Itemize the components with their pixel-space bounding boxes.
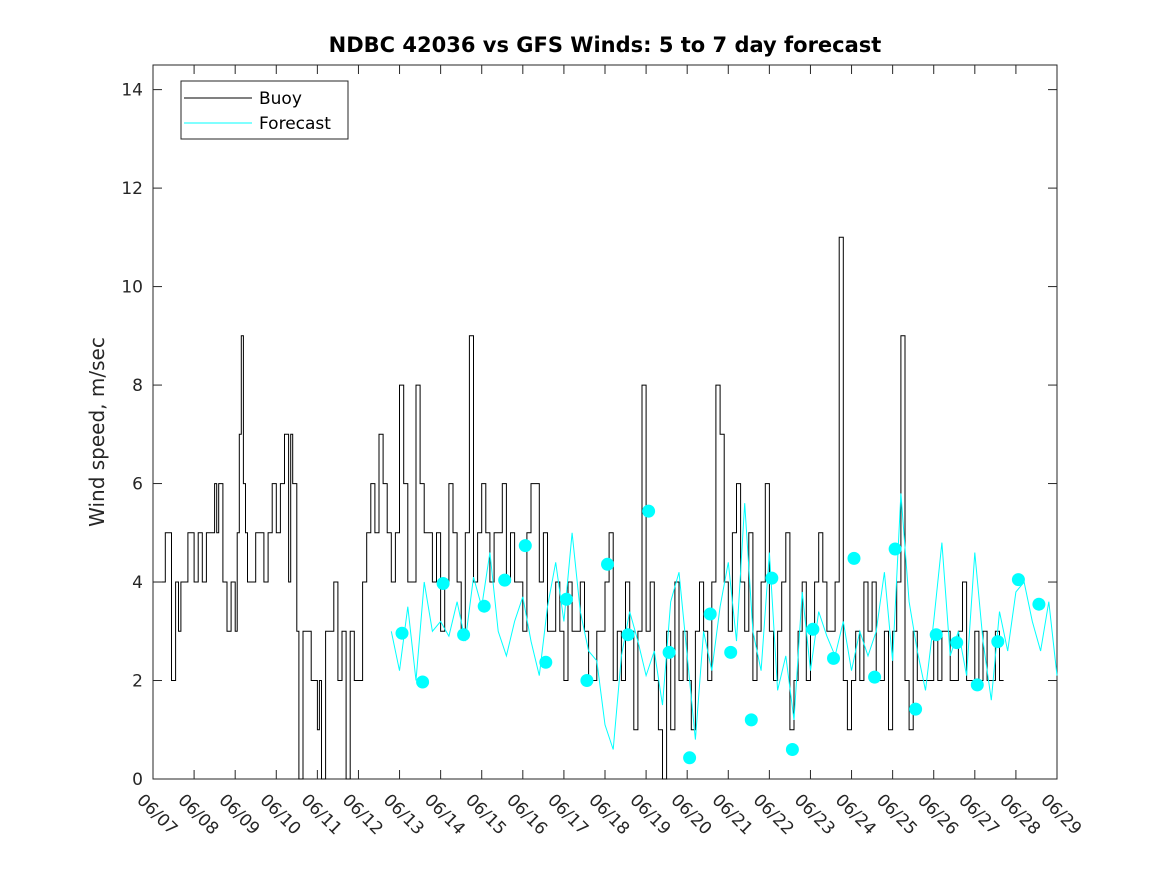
forecast-point <box>457 628 471 642</box>
forecast-point <box>559 592 573 606</box>
forecast-point <box>888 542 902 556</box>
forecast-point <box>601 557 614 571</box>
y-tick-label: 0 <box>132 770 143 790</box>
forecast-point <box>662 645 676 659</box>
legend-box <box>180 80 349 140</box>
y-tick-label: 2 <box>132 672 143 692</box>
forecast-point <box>518 539 532 553</box>
forecast-point <box>621 628 635 642</box>
forecast-point <box>785 743 799 756</box>
forecast-point <box>703 607 717 621</box>
forecast-point <box>970 678 984 692</box>
series-line-forecast <box>390 493 1058 750</box>
forecast-point <box>909 702 923 716</box>
forecast-point <box>436 577 450 590</box>
y-axis-label: Wind speed, m/sec <box>85 337 109 527</box>
forecast-point <box>539 655 553 669</box>
y-tick-label: 12 <box>121 179 143 199</box>
plot-layer <box>153 236 1058 780</box>
y-tick-label: 6 <box>132 475 143 495</box>
legend-label-buoy: Buoy <box>259 89 302 109</box>
forecast-point <box>1032 597 1046 611</box>
forecast-point <box>991 635 1005 649</box>
forecast-point <box>477 599 491 613</box>
y-tick-label: 8 <box>132 376 143 396</box>
forecast-point <box>1011 573 1025 587</box>
legend-label-forecast: Forecast <box>259 114 331 134</box>
forecast-point <box>744 713 758 727</box>
forecast-point <box>929 628 943 642</box>
forecast-point <box>416 675 430 689</box>
forecast-point <box>498 573 512 587</box>
forecast-point <box>580 674 594 687</box>
y-tick-label: 4 <box>132 573 143 593</box>
y-tick-label: 14 <box>121 81 143 101</box>
forecast-point <box>950 636 964 650</box>
forecast-point <box>683 751 697 765</box>
y-tick-label: 10 <box>121 278 143 298</box>
forecast-point <box>395 626 409 640</box>
forecast-point <box>642 504 656 518</box>
forecast-point <box>847 551 861 565</box>
forecast-point <box>724 645 738 659</box>
forecast-point <box>806 622 820 636</box>
forecast-point <box>765 571 779 585</box>
chart-title: NDBC 42036 vs GFS Winds: 5 to 7 day fore… <box>329 33 882 57</box>
forecast-point <box>868 670 882 684</box>
legend: Buoy Forecast <box>180 80 349 140</box>
forecast-point <box>827 651 840 665</box>
